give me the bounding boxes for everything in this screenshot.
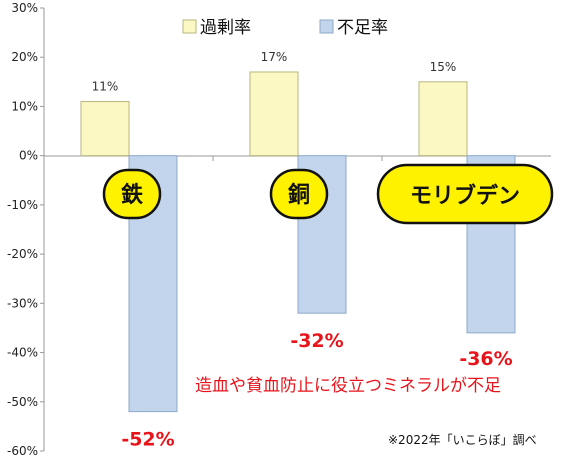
source-note: ※2022年「いこらぼ」調べ: [388, 433, 537, 447]
bars: [80, 71, 516, 413]
category-label-text: モリブデン: [410, 183, 520, 209]
y-tick-label: -30%: [7, 296, 38, 310]
category-label-text: 鉄: [121, 182, 143, 208]
y-tick-label: -60%: [7, 444, 38, 458]
legend-label-shortage: 不足率: [337, 18, 388, 38]
y-tick-label: -10%: [7, 198, 38, 212]
legend: 過剰率 不足率: [182, 18, 388, 38]
bar-excess-0: [80, 101, 130, 157]
y-tick-label: -50%: [7, 395, 38, 409]
category-label-text: 銅: [288, 182, 310, 208]
data-label-shortage: -52%: [121, 429, 174, 451]
y-tick-label: 0%: [19, 149, 38, 163]
y-tick-labels: 30% 20% 10% 0% -10% -20% -30% -40% -50% -60%: [7, 1, 44, 458]
category-label-copper: 銅: [269, 168, 329, 220]
y-tick-label: -40%: [7, 346, 38, 360]
legend-swatch-excess: [182, 19, 197, 34]
legend-swatch-shortage: [319, 19, 334, 34]
value-labels: 11% 17% 15% -52% -32% -36%: [92, 50, 513, 451]
category-label-iron: 鉄: [102, 168, 162, 220]
data-label-shortage: -36%: [459, 348, 512, 370]
y-tick-label: 20%: [11, 50, 38, 64]
data-label-excess: 15%: [430, 60, 457, 74]
category-label-molybdenum: モリブデン: [376, 163, 554, 225]
bar-excess-1: [249, 71, 299, 157]
y-tick-label: -20%: [7, 247, 38, 261]
data-label-excess: 11%: [92, 80, 119, 94]
data-label-excess: 17%: [261, 50, 288, 64]
y-tick-label: 30%: [11, 1, 38, 15]
bar-excess-2: [418, 81, 468, 157]
data-label-shortage: -32%: [290, 330, 343, 352]
y-tick-label: 10%: [11, 99, 38, 113]
annotation: 造血や貧血防止に役立つミネラルが不足: [195, 376, 501, 396]
legend-label-excess: 過剰率: [200, 18, 251, 38]
